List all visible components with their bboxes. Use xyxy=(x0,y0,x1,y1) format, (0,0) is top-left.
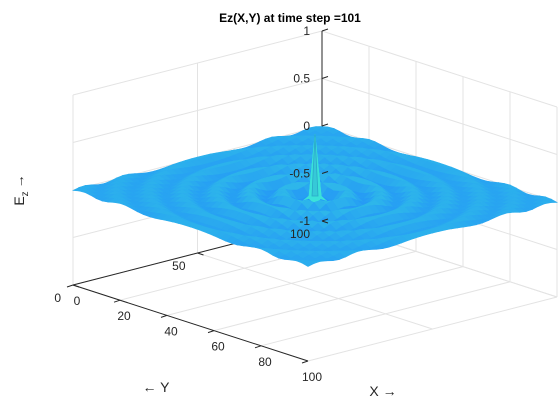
x-tick-label: 0 xyxy=(74,294,81,308)
y-tick-mark xyxy=(321,220,329,224)
y-tick-label: 0 xyxy=(54,291,61,305)
source-peak xyxy=(311,134,319,197)
z-tick-mark xyxy=(321,76,329,79)
z-axis-label-subscript: z xyxy=(20,191,31,196)
x-tick-mark xyxy=(301,360,309,364)
z-tick-label: 1 xyxy=(303,24,310,38)
x-tick-mark xyxy=(254,345,262,349)
ez-surface xyxy=(71,126,559,267)
z-tick-label: 0 xyxy=(303,119,310,133)
y-tick-mark xyxy=(197,252,204,256)
x-tick-label: 100 xyxy=(302,370,322,384)
x-tick-label: 80 xyxy=(258,355,272,369)
z-tick-mark xyxy=(321,218,329,222)
x-tick-label: 20 xyxy=(117,309,131,323)
z-tick-label: -0.5 xyxy=(289,167,310,181)
y-tick-mark xyxy=(72,284,80,288)
z-axis-label-main: E xyxy=(11,196,27,205)
x-tick-mark xyxy=(66,284,74,288)
y-gridline-floor xyxy=(197,252,433,330)
x-axis-line xyxy=(72,284,309,362)
chart-title: Ez(X,Y) at time step =101 xyxy=(219,11,361,25)
z-tick-mark xyxy=(321,171,329,174)
x-tick-labels: 0 20 40 60 80 100 xyxy=(66,284,322,384)
z-tick-mark xyxy=(321,123,329,127)
svg-text:Ez→: Ez → xyxy=(11,174,31,205)
z-axis-label: Ez → xyxy=(11,174,31,205)
x-axis-label: X → xyxy=(369,383,396,399)
z-tick-label: -1 xyxy=(299,214,310,228)
y-tick-label: 100 xyxy=(290,227,310,241)
x-tick-mark xyxy=(207,330,215,334)
y-tick-labels: 0 50 100 xyxy=(54,220,329,305)
x-tick-mark xyxy=(160,314,168,318)
surface-patch xyxy=(301,260,315,267)
z-tick-label: 0.5 xyxy=(293,72,310,86)
y-tick-label: 50 xyxy=(172,259,186,273)
z-axis-label-arrow: → xyxy=(11,174,27,188)
z-tick-labels: -1 -0.5 0 0.5 1 xyxy=(289,24,329,228)
z-tick-mark xyxy=(321,28,329,32)
x-tick-mark xyxy=(113,299,121,303)
x-tick-label: 60 xyxy=(211,340,225,354)
x-tick-label: 40 xyxy=(164,324,178,338)
y-axis-label: ← Y xyxy=(143,379,171,395)
